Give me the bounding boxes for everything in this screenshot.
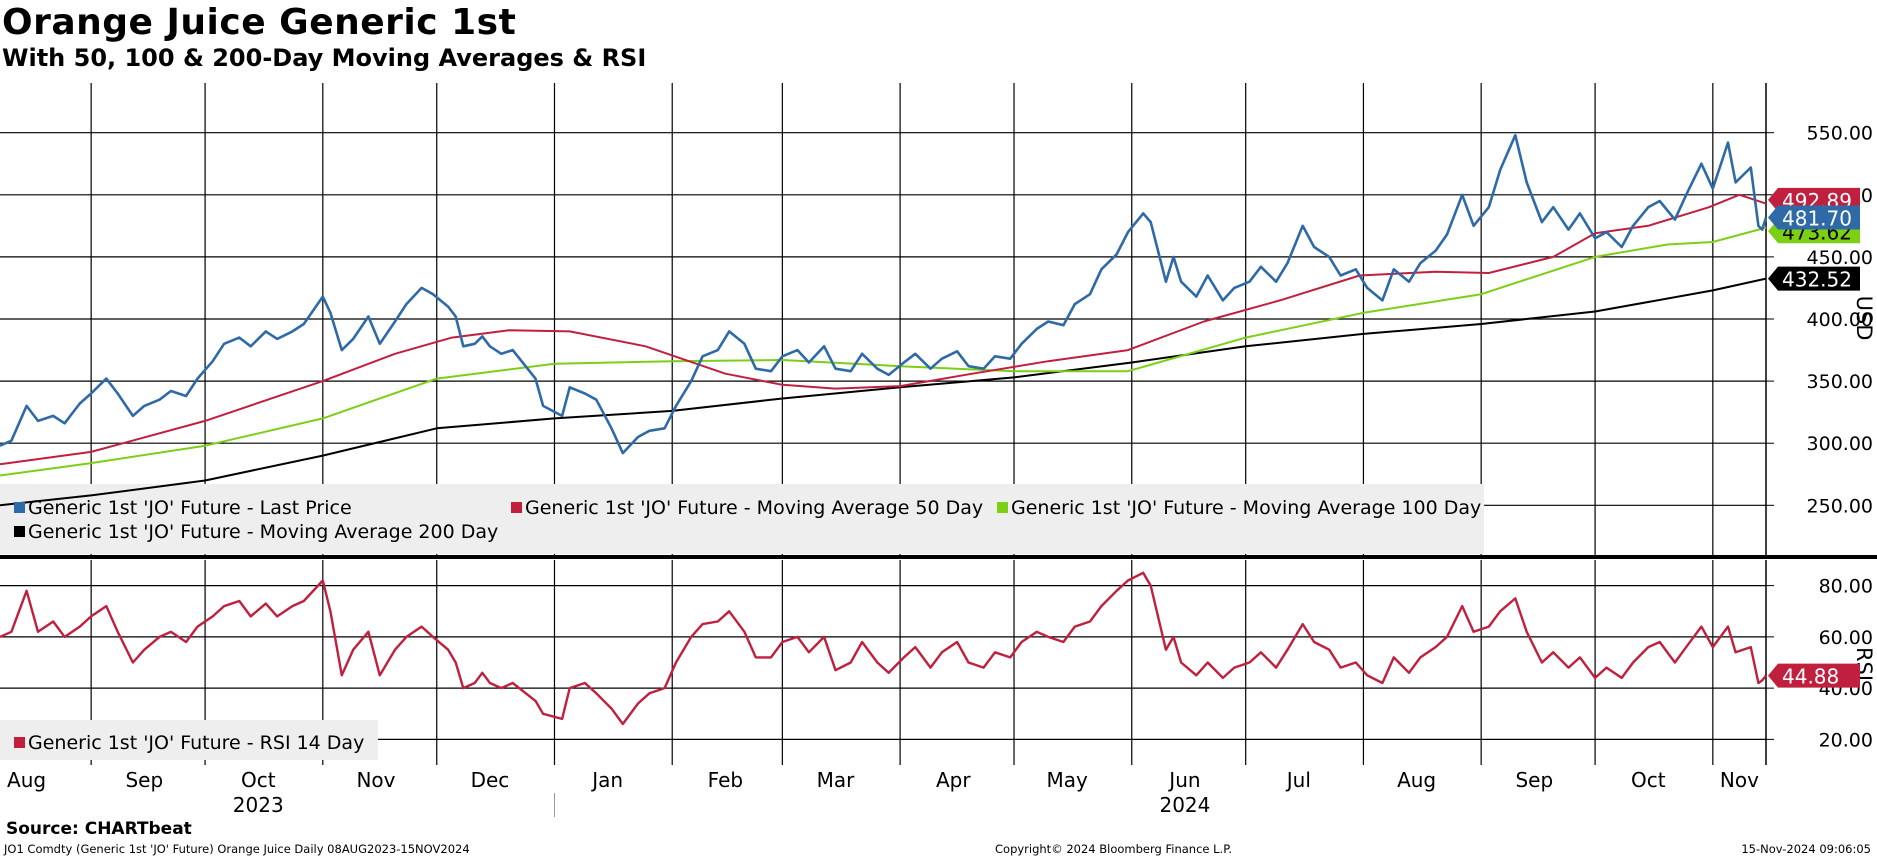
- legend-ma50-swatch: [511, 502, 522, 513]
- copyright-notice: Copyright© 2024 Bloomberg Finance L.P.: [995, 842, 1232, 856]
- legend-ma50: Generic 1st 'JO' Future - Moving Average…: [525, 497, 983, 519]
- x-month-label: Sep: [1515, 768, 1553, 792]
- rsi-last-tag: 44.88: [1782, 665, 1839, 689]
- legend-ma100: Generic 1st 'JO' Future - Moving Average…: [1011, 497, 1481, 519]
- x-year-label: 2024: [1159, 793, 1210, 817]
- rsi-ytick-label: 20.00: [1819, 729, 1873, 751]
- x-month-label: Apr: [936, 768, 971, 792]
- x-month-label: Mar: [817, 768, 856, 792]
- x-month-label: May: [1047, 768, 1089, 792]
- x-month-label: Nov: [356, 768, 395, 792]
- x-month-label: Sep: [125, 768, 163, 792]
- legend-rsi: Generic 1st 'JO' Future - RSI 14 Day: [28, 732, 364, 754]
- rsi-ytick-label: 80.00: [1819, 576, 1873, 598]
- x-month-label: Jun: [1167, 768, 1200, 792]
- chart-subtitle: With 50, 100 & 200-Day Moving Averages &…: [2, 44, 647, 72]
- price-legend-bg: [0, 484, 1484, 554]
- last-price-tag: 481.70: [1782, 207, 1852, 231]
- rsi-last-tag-bg: [1768, 663, 1860, 688]
- ma200-line: [0, 277, 1767, 507]
- price-ytick-label: 550.00: [1807, 123, 1873, 145]
- x-month-label: Jul: [1285, 768, 1311, 792]
- rsi-ytick-label: 60.00: [1819, 627, 1873, 649]
- ma200-last-tag-bg: [1768, 266, 1860, 291]
- x-month-label: Aug: [7, 768, 46, 792]
- x-month-label: Nov: [1720, 768, 1759, 792]
- legend-ma100-swatch: [997, 502, 1008, 513]
- rsi-legend-bg: [0, 720, 378, 760]
- x-month-label: Aug: [1397, 768, 1436, 792]
- ma100-line: [0, 226, 1767, 477]
- price-ytick-label: 300.00: [1807, 433, 1873, 455]
- chart-title: Orange Juice Generic 1st: [2, 2, 517, 43]
- price-ytick-label: 450.00: [1807, 247, 1873, 269]
- legend-last-price-swatch: [14, 502, 25, 513]
- x-month-label: Oct: [1631, 768, 1666, 792]
- legend-ma200: Generic 1st 'JO' Future - Moving Average…: [28, 521, 498, 543]
- ma50-line: [0, 193, 1767, 466]
- x-month-label: Feb: [708, 768, 743, 792]
- legend-rsi-swatch: [14, 737, 25, 748]
- price-ytick-label: 250.00: [1807, 495, 1873, 517]
- price-axis-title: USD: [1852, 296, 1876, 341]
- x-month-label: Dec: [471, 768, 510, 792]
- source-label: Source: CHARTbeat: [6, 819, 192, 839]
- last-price-line: [0, 133, 1768, 455]
- last-price-tag-bg: [1768, 205, 1860, 230]
- rsi-line: [0, 571, 1767, 726]
- price-ytick-label: 350.00: [1807, 371, 1873, 393]
- x-month-label: Oct: [241, 768, 276, 792]
- x-year-label: 2023: [233, 793, 284, 817]
- x-month-label: Jan: [590, 768, 623, 792]
- ma200-last-tag: 432.52: [1782, 268, 1852, 292]
- price-ytick-label: 400.00: [1807, 309, 1873, 331]
- legend-last-price: Generic 1st 'JO' Future - Last Price: [28, 497, 352, 519]
- legend-ma200-swatch: [14, 526, 25, 537]
- timestamp: 15-Nov-2024 09:06:05: [1741, 842, 1871, 856]
- security-description: JO1 Comdty (Generic 1st 'JO' Future) Ora…: [4, 842, 470, 856]
